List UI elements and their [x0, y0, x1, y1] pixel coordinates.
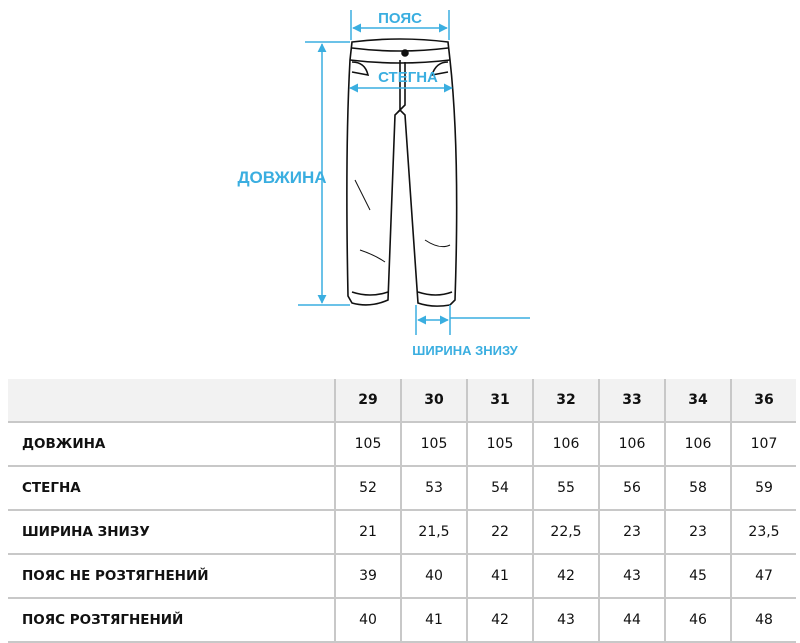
table-cell: 52: [334, 466, 401, 511]
table-cell: 42: [532, 554, 599, 599]
table-cell: 107: [730, 422, 796, 467]
size-header: 31: [466, 379, 533, 423]
table-cell: 42: [466, 598, 533, 643]
table-cell: 105: [466, 422, 533, 467]
pants-illustration: [346, 38, 458, 307]
size-header: 29: [334, 379, 401, 423]
table-row: ПОЯС РОЗТЯГНЕНИЙ 40 41 42 43 44 46 48: [8, 598, 796, 643]
table-cell: 39: [334, 554, 401, 599]
hem-width-label: ШИРИНА ЗНИЗУ: [412, 343, 518, 358]
table-cell: 106: [598, 422, 665, 467]
table-cell: 58: [664, 466, 731, 511]
row-label: СТЕГНА: [8, 466, 335, 511]
row-label: ШИРИНА ЗНИЗУ: [8, 510, 335, 555]
length-label: ДОВЖИНА: [237, 168, 326, 187]
hip-label: СТЕГНА: [378, 69, 438, 86]
table-row: СТЕГНА 52 53 54 55 56 58 59: [8, 466, 796, 511]
table-cell: 106: [532, 422, 599, 467]
table-cell: 56: [598, 466, 665, 511]
table-cell: 41: [400, 598, 467, 643]
row-label: ПОЯС РОЗТЯГНЕНИЙ: [8, 598, 335, 643]
table-cell: 106: [664, 422, 731, 467]
table-cell: 21,5: [400, 510, 467, 555]
size-header: 36: [730, 379, 796, 423]
size-header: 33: [598, 379, 665, 423]
table-cell: 53: [400, 466, 467, 511]
table-cell: 41: [466, 554, 533, 599]
size-table: 29 30 31 32 33 34 36 ДОВЖИНА 105 105 105 106…: [8, 379, 796, 643]
table-cell: 40: [400, 554, 467, 599]
size-header: 34: [664, 379, 731, 423]
table-cell: 22,5: [532, 510, 599, 555]
waist-label: ПОЯС: [378, 10, 422, 27]
table-cell: 48: [730, 598, 796, 643]
table-cell: 43: [598, 554, 665, 599]
table-cell: 40: [334, 598, 401, 643]
measure-lines: [298, 10, 530, 335]
table-cell: 21: [334, 510, 401, 555]
header-corner: [8, 379, 335, 423]
table-cell: 55: [532, 466, 599, 511]
size-header: 30: [400, 379, 467, 423]
pants-size-diagram: ПОЯС СТЕГНА ДОВЖИНА ШИРИНА ЗНИЗУ: [237, 10, 530, 358]
table-row: ШИРИНА ЗНИЗУ 21 21,5 22 22,5 23 23 23,5: [8, 510, 796, 555]
table-cell: 54: [466, 466, 533, 511]
table-cell: 23,5: [730, 510, 796, 555]
table-cell: 47: [730, 554, 796, 599]
table-cell: 23: [598, 510, 665, 555]
size-header-row: 29 30 31 32 33 34 36: [8, 379, 796, 423]
table-cell: 44: [598, 598, 665, 643]
table-row: ДОВЖИНА 105 105 105 106 106 106 107: [8, 422, 796, 467]
table-row: ПОЯС НЕ РОЗТЯГНЕНИЙ 39 40 41 42 43 45 47: [8, 554, 796, 599]
table-cell: 105: [400, 422, 467, 467]
row-label: ПОЯС НЕ РОЗТЯГНЕНИЙ: [8, 554, 335, 599]
table-cell: 43: [532, 598, 599, 643]
row-label: ДОВЖИНА: [8, 422, 335, 467]
table-cell: 59: [730, 466, 796, 511]
table-cell: 46: [664, 598, 731, 643]
table-cell: 45: [664, 554, 731, 599]
table-cell: 22: [466, 510, 533, 555]
table-cell: 23: [664, 510, 731, 555]
size-header: 32: [532, 379, 599, 423]
table-cell: 105: [334, 422, 401, 467]
